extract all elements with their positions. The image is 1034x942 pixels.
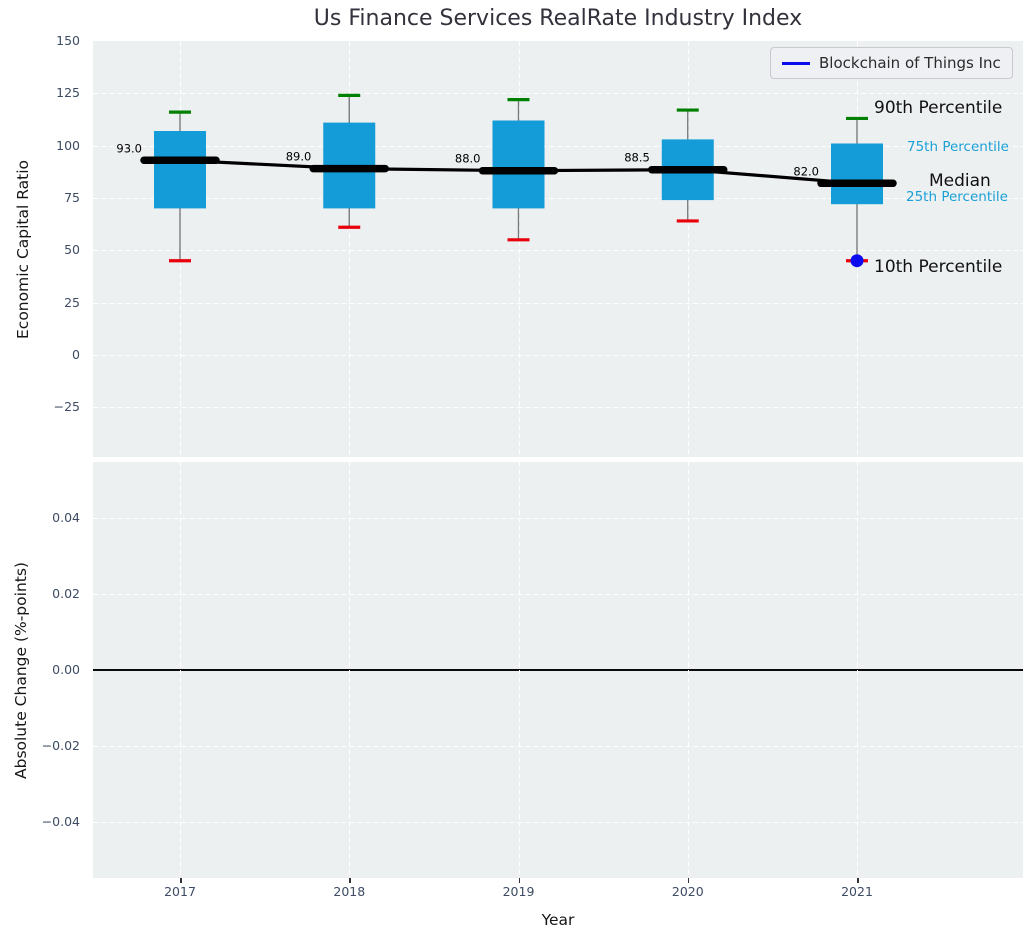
gridline-h (93, 407, 1023, 409)
gridline-h (93, 746, 1023, 748)
gridline-v (518, 462, 520, 878)
median-value-label-2017: 93.0 (116, 141, 142, 155)
percentile-chart: 93.0 89.0 88.0 88.5 82.0 (116, 93, 897, 268)
legend-line-sample (782, 61, 810, 65)
ytick-label-bottom: 0.02 (52, 585, 80, 601)
legend-label: Blockchain of Things Inc (819, 54, 1001, 72)
axes-bottom-plot (93, 462, 1023, 878)
xtick-label: 2021 (841, 884, 873, 899)
gridline-h (93, 197, 1023, 199)
ytick-label-top: 100 (56, 137, 80, 153)
gridline-h (93, 250, 1023, 252)
chart-title: Us Finance Services RealRate Industry In… (313, 6, 803, 31)
median-value-label-2018: 89.0 (286, 150, 312, 164)
gridline-v (180, 462, 181, 878)
gridline-v (687, 41, 689, 457)
ytick-label-top: −25 (53, 399, 80, 415)
median-value-label-2020: 88.5 (624, 151, 650, 165)
ytick-label-bottom: −0.02 (41, 738, 80, 754)
annotation-10th-percentile: 10th Percentile (874, 257, 1003, 277)
gridline-v (687, 462, 689, 878)
xtick-mark (518, 878, 520, 883)
median-value-label-2019: 88.0 (455, 152, 481, 166)
gridline-h (93, 93, 1023, 95)
xtick-label: 2019 (502, 884, 535, 899)
annotation-90th-percentile: 90th Percentile (874, 98, 1003, 118)
xtick-mark (687, 878, 690, 883)
ytick-label-bottom: 0.00 (52, 662, 80, 677)
zero-reference-line (93, 669, 1023, 671)
ytick-label-top: 50 (64, 242, 80, 258)
annotation-median: Median (929, 171, 991, 191)
gridline-h (93, 354, 1023, 356)
ytick-label-top: 125 (56, 85, 80, 101)
gridline-v (349, 462, 351, 878)
ytick-label-top: 150 (56, 33, 80, 48)
xtick-label: 2018 (333, 884, 366, 899)
xtick-mark (180, 878, 182, 883)
xtick-label: 2017 (164, 884, 196, 899)
xtick-mark (857, 878, 859, 883)
gridline-v (518, 41, 520, 457)
ytick-label-top: 0 (72, 346, 80, 362)
box-2021 (831, 143, 883, 205)
median-value-label-2021: 82.0 (793, 164, 819, 178)
company-point-2021 (850, 254, 864, 268)
ytick-label-top: 25 (64, 294, 80, 310)
box-2017 (154, 131, 206, 209)
box-2019 (492, 120, 545, 209)
gridline-h (93, 822, 1023, 824)
ytick-label-top: 75 (64, 189, 80, 205)
gridline-h (93, 145, 1023, 147)
axes-top-plot: Blockchain of Things Inc 93.0 89.0 88.0 88.… (93, 41, 1023, 457)
gridline-v (857, 462, 858, 878)
gridline-h (93, 517, 1023, 519)
gridline-h (93, 302, 1023, 304)
annotation-75th-percentile: 75th Percentile (907, 139, 1009, 155)
ytick-label-bottom: −0.04 (41, 814, 80, 830)
legend: Blockchain of Things Inc (770, 47, 1013, 79)
xlabel: Year (541, 911, 575, 929)
gridline-v (349, 41, 351, 457)
xtick-label: 2020 (671, 884, 704, 899)
annotation-25th-percentile: 25th Percentile (906, 189, 1008, 205)
xtick-mark (349, 878, 351, 883)
gridline-h (93, 593, 1023, 595)
ytick-label-bottom: 0.04 (52, 509, 80, 525)
